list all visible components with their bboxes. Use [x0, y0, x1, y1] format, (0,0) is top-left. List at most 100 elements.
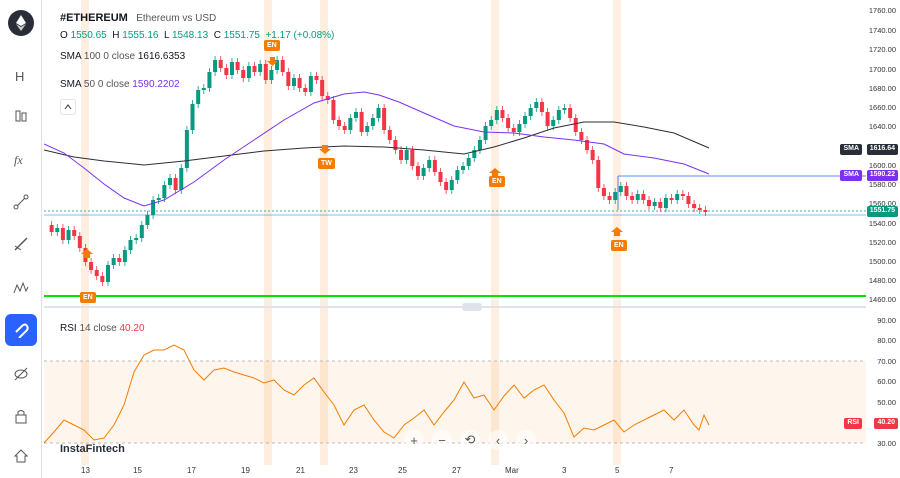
- candle-body: [134, 238, 139, 240]
- candle-body: [579, 132, 584, 140]
- candle-body: [331, 100, 336, 120]
- fx-icon[interactable]: fx: [5, 143, 37, 175]
- candle-body: [562, 108, 567, 110]
- candle-body: [703, 210, 708, 212]
- price-tick-label: 1560.00: [868, 199, 896, 208]
- date-tick-label: 3: [562, 466, 567, 475]
- logo-icon[interactable]: [8, 10, 34, 36]
- event-badge-tw[interactable]: TW: [318, 158, 335, 169]
- candle-body: [128, 240, 133, 250]
- candle-body: [359, 112, 364, 132]
- candle-body: [477, 140, 482, 150]
- candle-body: [410, 150, 415, 166]
- symbol-name[interactable]: #ETHEREUM: [60, 12, 128, 24]
- candle-body: [252, 66, 257, 72]
- chart-canvas[interactable]: [44, 0, 866, 478]
- candle-body: [692, 204, 697, 208]
- sma100-legend[interactable]: SMA 100 0 close 1616.6353: [60, 51, 185, 62]
- date-tick-label: 5: [615, 466, 620, 475]
- candles-icon[interactable]: [5, 100, 37, 132]
- candle-body: [151, 200, 156, 215]
- candle-body: [72, 230, 77, 236]
- sma50-legend[interactable]: SMA 50 0 close 1590.2202: [60, 79, 180, 90]
- sma50-offset: 0: [97, 79, 104, 90]
- candle-body: [663, 198, 668, 208]
- candle-body: [258, 64, 263, 72]
- low-label: L: [164, 30, 170, 41]
- candle-body: [365, 126, 370, 132]
- candle-body: [618, 186, 623, 192]
- event-badge-en[interactable]: EN: [80, 292, 96, 303]
- candle-body: [658, 202, 663, 208]
- candle-body: [545, 112, 550, 126]
- candle-body: [568, 108, 573, 118]
- collapse-legend-button[interactable]: [60, 99, 76, 115]
- candle-body: [342, 126, 347, 130]
- candle-body: [506, 118, 511, 128]
- candle-body: [647, 200, 652, 206]
- candle-body: [449, 180, 454, 190]
- candle-body: [291, 78, 296, 86]
- event-badge-en[interactable]: EN: [611, 240, 627, 251]
- price-tick-label: 1680.00: [868, 84, 896, 93]
- candle-body: [686, 196, 691, 204]
- price-tick-label: 1480.00: [868, 276, 896, 285]
- price-tick-label: 1580.00: [868, 180, 896, 189]
- candle-body: [111, 258, 116, 265]
- price-tick-label: 1460.00: [868, 295, 896, 304]
- candle-body: [348, 118, 353, 130]
- candle-body: [523, 116, 528, 124]
- scroll-right-button[interactable]: ›: [516, 430, 536, 450]
- high-value: 1555.16: [122, 30, 159, 41]
- date-tick-label: 17: [187, 466, 196, 475]
- zoom-in-button[interactable]: +: [404, 430, 424, 450]
- candle-body: [697, 208, 702, 210]
- low-value: 1548.13: [172, 30, 209, 41]
- rsi-band: [44, 361, 866, 443]
- candle-body: [370, 118, 375, 126]
- magnet-icon[interactable]: [5, 314, 37, 346]
- line-tool-icon[interactable]: H: [5, 60, 37, 92]
- home-icon[interactable]: [5, 440, 37, 472]
- brush-icon[interactable]: [5, 228, 37, 260]
- node-icon[interactable]: [5, 186, 37, 218]
- date-tick-label: 23: [349, 466, 358, 475]
- open-value: 1550.65: [70, 30, 107, 41]
- event-badge-en[interactable]: EN: [489, 176, 505, 187]
- rsi-legend[interactable]: RSI 14 close 40.20: [60, 323, 145, 334]
- price-tick-label: 1500.00: [868, 257, 896, 266]
- zoom-out-button[interactable]: −: [432, 430, 452, 450]
- ohlc-legend: O 1550.65 H 1555.16 L 1548.13 C 1551.75 …: [60, 30, 334, 41]
- candle-body: [387, 130, 392, 140]
- candle-body: [235, 62, 240, 70]
- pattern-icon[interactable]: [5, 271, 37, 303]
- scroll-left-button[interactable]: ‹: [488, 430, 508, 450]
- candle-body: [337, 120, 342, 126]
- candle-body: [466, 158, 471, 166]
- candle-body: [494, 110, 499, 120]
- rsi-label: RSI: [60, 323, 77, 334]
- candle-body: [432, 160, 437, 172]
- candle-body: [489, 120, 494, 126]
- candle-body: [590, 150, 595, 160]
- price-axis[interactable]: 1760.00 1740.00 1720.00 1700.00 1680.00 1660.…: [864, 0, 900, 478]
- candle-body: [303, 88, 308, 92]
- sma100-length: 100: [83, 51, 101, 62]
- candle-body: [139, 225, 144, 238]
- lock-icon[interactable]: [5, 400, 37, 432]
- candle-body: [517, 124, 522, 132]
- rsi-tick-label: 50.00: [877, 398, 896, 407]
- reset-chart-button[interactable]: ⟲: [460, 430, 480, 450]
- sma100-name-tag: SMA: [840, 144, 862, 155]
- price-tick-label: 1700.00: [868, 65, 896, 74]
- eye-off-icon[interactable]: [5, 358, 37, 390]
- candle-body: [675, 194, 680, 200]
- event-arrows: [81, 57, 623, 258]
- candle-body: [393, 140, 398, 150]
- candle-body: [55, 228, 60, 232]
- candle-body: [399, 150, 404, 160]
- candle-body: [196, 90, 201, 104]
- event-badge-en[interactable]: EN: [264, 40, 280, 51]
- candle-body: [201, 88, 206, 90]
- rsi-tick-label: 70.00: [877, 357, 896, 366]
